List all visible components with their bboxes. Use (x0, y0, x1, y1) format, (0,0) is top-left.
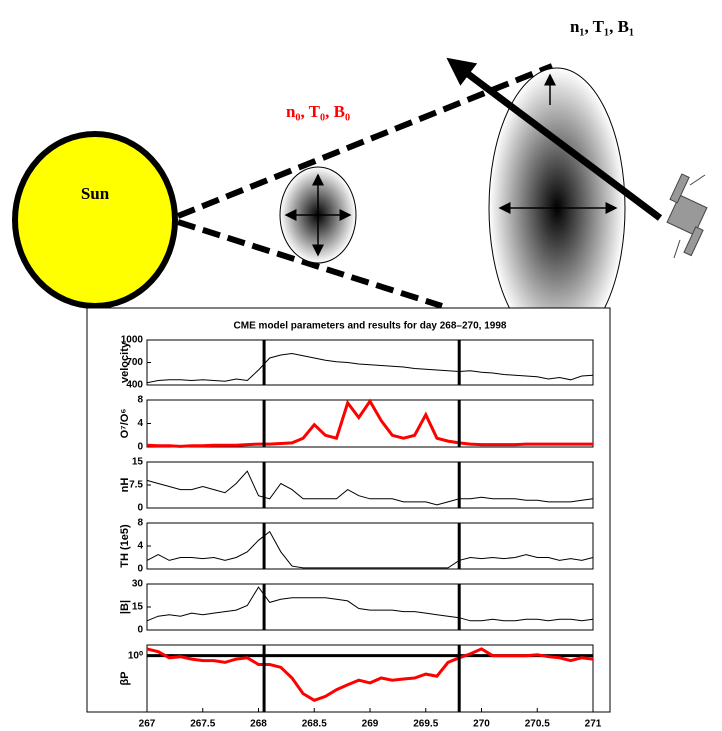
expansion-arrows (498, 73, 618, 214)
y-tick-label: 10⁰ (128, 650, 143, 661)
y-tick-label: 7.5 (129, 480, 143, 491)
data-line (146, 530, 594, 569)
expansion-arrows (284, 173, 352, 257)
y-tick-label: 30 (132, 579, 144, 590)
x-tick-label: 267.5 (190, 719, 215, 730)
y-tick-label: 8 (137, 518, 143, 529)
x-tick-label: 270.5 (525, 719, 550, 730)
outer-label: n₁, T₁, B₁ (570, 17, 634, 36)
y-tick-label: 0 (137, 564, 143, 575)
y-tick-label: 400 (126, 380, 143, 391)
y-tick-label: 700 (126, 357, 143, 368)
y-axis-label: |B| (119, 600, 131, 614)
data-line (146, 352, 594, 384)
sun-label: Sun (81, 184, 110, 203)
data-line (146, 586, 594, 622)
x-tick-label: 267 (139, 719, 156, 730)
y-tick-label: 0 (137, 625, 143, 636)
data-line (146, 470, 594, 506)
panel-box (146, 522, 594, 570)
y-axis-label: O⁷/O⁶ (119, 409, 131, 439)
spacecraft-path (446, 57, 663, 221)
x-tick-label: 269 (362, 719, 379, 730)
x-tick-label: 271 (585, 719, 602, 730)
panel-box (146, 461, 594, 509)
y-axis-label: velocity (119, 341, 131, 383)
x-tick-label: 270 (473, 719, 490, 730)
x-tick-label: 268.5 (302, 719, 327, 730)
x-tick-label: 268 (250, 719, 267, 730)
y-tick-label: 15 (132, 457, 144, 468)
y-axis-label: TH (1e5) (119, 524, 131, 568)
data-line (146, 647, 594, 702)
inner-label: n₀, T₀, B₀ (286, 102, 350, 121)
panel-box (146, 339, 594, 386)
data-line (146, 398, 593, 448)
panel-box (146, 583, 594, 631)
chart-title: CME model parameters and results for day… (234, 321, 507, 332)
cone-edge (177, 219, 443, 309)
x-tick-label: 269.5 (413, 719, 438, 730)
y-tick-label: 0 (137, 503, 143, 514)
sun (12, 131, 178, 309)
y-tick-label: 15 (132, 602, 144, 613)
spacecraft (666, 173, 708, 259)
y-tick-label: 0 (137, 442, 143, 453)
y-tick-label: 1000 (121, 335, 144, 346)
y-axis-label: nH (119, 478, 131, 493)
y-axis-label: βP (119, 671, 131, 685)
panel-box (146, 399, 594, 448)
y-tick-label: 8 (137, 395, 143, 406)
y-tick-label: 4 (137, 418, 143, 429)
y-tick-label: 4 (137, 541, 143, 552)
cone-edge (176, 63, 554, 219)
scene: Sun n₀, T₀, B₀ n₁, T₁, B₁ (12, 17, 708, 349)
